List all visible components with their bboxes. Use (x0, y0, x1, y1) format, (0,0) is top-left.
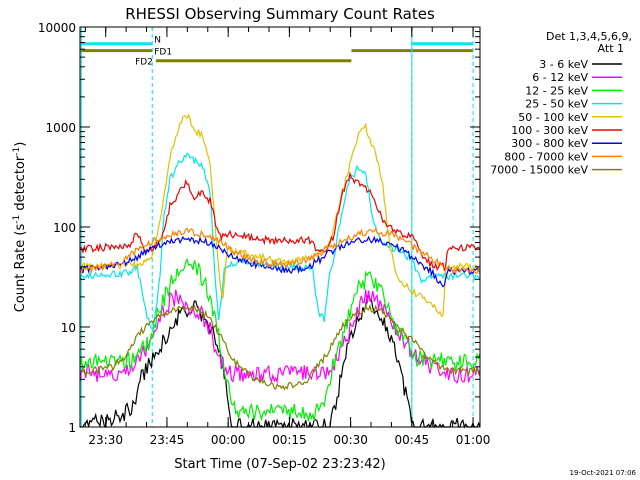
y-axis-label-sup1: -1 (12, 215, 22, 224)
y-axis-label-end: ) (13, 142, 28, 147)
series-line (79, 289, 481, 385)
x-tick-label: 23:30 (88, 433, 123, 447)
legend-label: 800 - 7000 keV (504, 150, 588, 163)
y-tick-label: 1 (68, 421, 76, 435)
x-tick-label: 01:00 (456, 433, 491, 447)
x-tick-label: 00:30 (333, 433, 368, 447)
y-tick-label: 1000 (45, 121, 76, 135)
x-axis: 23:30 23:45 00:00 00:15 00:30 00:45 01:00 (84, 27, 491, 447)
y-axis-label-main: Count Rate (s (13, 224, 28, 313)
legend-label: 50 - 100 keV (518, 111, 588, 124)
series-line (79, 257, 481, 422)
legend-header-attenuator: Att 1 (598, 42, 624, 55)
y-axis-label-sup2: -1 (12, 147, 22, 156)
series-lines (79, 113, 481, 429)
flag-label: FD2 (135, 58, 153, 68)
legend-header-detectors: Det 1,3,4,5,6,9, (546, 30, 632, 43)
legend-label: 300 - 800 keV (511, 137, 588, 150)
series-line (79, 303, 481, 391)
chart-title: RHESSI Observing Summary Count Rates (125, 5, 435, 23)
series-line (79, 227, 481, 275)
y-axis: 1 10 100 1000 10000 (38, 21, 480, 435)
y-axis-label-mid: detector (13, 155, 28, 215)
x-tick-label: 00:00 (211, 433, 246, 447)
legend-label: 6 - 12 keV (532, 71, 588, 84)
plot-frame (79, 26, 481, 428)
series-line (79, 113, 481, 317)
legend-label: 25 - 50 keV (525, 98, 588, 111)
y-tick-label: 10000 (38, 21, 76, 35)
series-line (79, 235, 481, 288)
x-tick-label: 00:45 (395, 433, 430, 447)
legend-label: 100 - 300 keV (511, 124, 588, 137)
legend-label: 12 - 25 keV (525, 84, 588, 97)
y-axis-label: Count Rate (s-1 detector-1) (12, 142, 28, 313)
legend-label: 7000 - 15000 keV (490, 164, 588, 177)
series-line (80, 295, 481, 429)
y-tick-label: 10 (61, 321, 76, 335)
flag-label: N (154, 36, 161, 46)
x-tick-label: 23:45 (150, 433, 185, 447)
y-tick-label: 100 (53, 221, 76, 235)
legend-label: 3 - 6 keV (539, 58, 588, 71)
x-axis-label: Start Time (07-Sep-02 23:23:42) (174, 457, 385, 472)
flag-label: FD1 (154, 48, 172, 58)
x-tick-label: 00:15 (272, 433, 307, 447)
timestamp: 19-Oct-2021 07:06 (570, 469, 637, 477)
attenuator-lines (80, 27, 474, 427)
